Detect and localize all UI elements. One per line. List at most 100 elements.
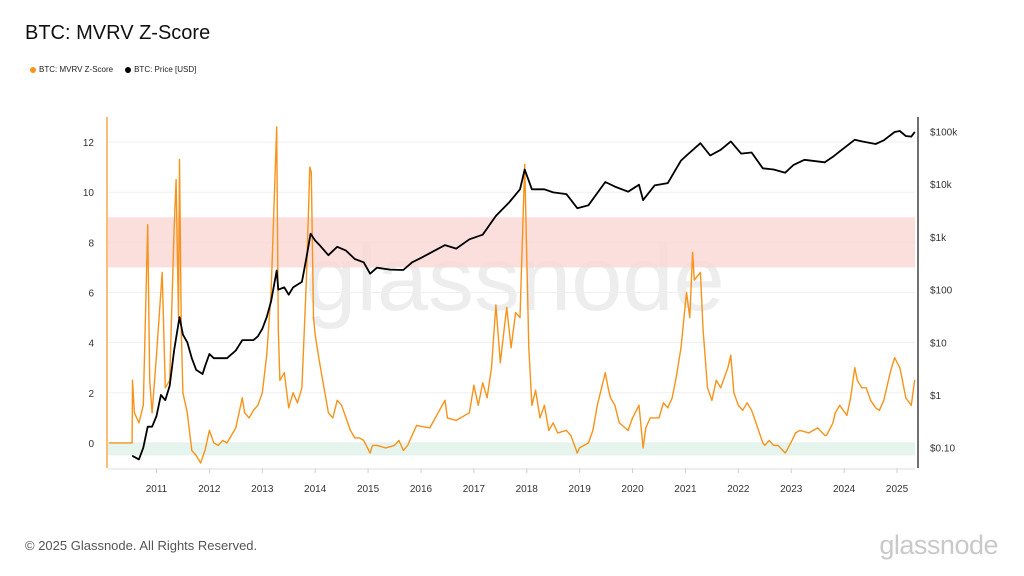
data-point — [899, 367, 901, 369]
data-point — [444, 244, 446, 246]
data-point — [645, 427, 647, 429]
data-point — [468, 412, 471, 414]
x-tick-label: 2017 — [463, 484, 486, 495]
data-point — [376, 267, 378, 269]
data-point — [486, 397, 488, 399]
data-point — [226, 442, 228, 444]
data-point — [702, 329, 704, 331]
data-point — [543, 188, 545, 190]
data-point — [792, 437, 794, 439]
data-point — [638, 184, 640, 186]
data-point — [720, 387, 722, 389]
data-point — [186, 341, 188, 343]
data-point — [510, 347, 512, 349]
data-point — [369, 452, 371, 454]
data-point — [768, 439, 770, 442]
data-point — [889, 372, 891, 374]
y-left-tick-label: 12 — [83, 138, 95, 149]
data-point — [825, 434, 828, 437]
data-point — [332, 417, 334, 419]
data-point — [151, 412, 153, 414]
data-point — [178, 316, 181, 318]
data-point — [191, 449, 193, 452]
data-point — [138, 458, 140, 460]
data-point — [175, 179, 177, 181]
copyright-footer: © 2025 Glassnode. All Rights Reserved. — [25, 538, 258, 553]
data-point — [642, 447, 644, 449]
data-point — [155, 354, 158, 356]
data-point — [261, 392, 263, 394]
data-point — [376, 444, 378, 447]
data-point — [514, 311, 517, 314]
data-point — [699, 142, 701, 144]
data-point — [531, 404, 533, 406]
data-point — [607, 387, 609, 389]
data-point — [345, 249, 347, 252]
data-point — [740, 153, 742, 155]
data-point — [750, 151, 753, 154]
data-point — [415, 424, 418, 426]
data-point — [653, 184, 656, 186]
data-point — [548, 429, 550, 431]
legend: BTC: MVRV Z-Score BTC: Price [USD] — [30, 65, 196, 74]
data-point — [371, 444, 374, 447]
data-point — [733, 392, 735, 394]
data-point — [609, 397, 612, 399]
data-point — [861, 140, 863, 142]
legend-item-price[interactable]: BTC: Price [USD] — [125, 65, 196, 74]
data-point — [824, 434, 826, 437]
data-point — [883, 139, 885, 141]
data-point — [883, 399, 885, 401]
data-point — [910, 404, 912, 406]
zone-band-0 — [108, 217, 915, 268]
data-point — [336, 399, 338, 401]
data-point — [358, 437, 360, 439]
legend-label-price: BTC: Price [USD] — [134, 65, 197, 74]
data-point — [327, 412, 329, 414]
data-point — [195, 369, 197, 371]
data-point — [817, 427, 819, 429]
data-point — [288, 407, 290, 409]
data-point — [570, 434, 572, 437]
data-point — [914, 379, 916, 381]
data-point — [208, 429, 210, 431]
data-point — [305, 257, 307, 259]
data-point — [235, 427, 237, 429]
data-point — [402, 269, 404, 271]
x-tick-label: 2021 — [674, 484, 697, 495]
data-point — [524, 164, 526, 166]
data-point — [208, 353, 210, 355]
data-point — [230, 434, 233, 437]
data-point — [277, 289, 279, 291]
data-point — [833, 155, 835, 157]
data-point — [369, 273, 371, 275]
data-point — [715, 379, 717, 381]
data-point — [354, 258, 356, 260]
legend-dot-price — [125, 66, 132, 73]
data-point — [576, 207, 578, 209]
y-right-tick-label: $1k — [930, 233, 947, 244]
y-left-tick-label: 4 — [88, 339, 94, 350]
data-point — [618, 422, 620, 424]
data-point — [131, 455, 134, 457]
data-point — [539, 417, 541, 419]
data-point — [604, 181, 606, 183]
data-point — [323, 387, 325, 389]
data-point — [874, 143, 877, 145]
y-right-tick-label: $100 — [930, 286, 953, 297]
data-point — [173, 229, 175, 231]
data-point — [869, 399, 872, 401]
x-tick-label: 2025 — [886, 484, 909, 495]
data-point — [314, 334, 316, 336]
data-point — [363, 439, 365, 442]
data-point — [506, 306, 508, 309]
data-point — [587, 442, 590, 444]
zone-band-1 — [108, 442, 915, 456]
data-point — [283, 372, 285, 374]
data-point — [812, 429, 814, 431]
data-point — [874, 407, 877, 409]
data-point — [186, 412, 188, 414]
legend-item-mvrv[interactable]: BTC: MVRV Z-Score — [30, 65, 113, 74]
data-point — [301, 281, 303, 283]
